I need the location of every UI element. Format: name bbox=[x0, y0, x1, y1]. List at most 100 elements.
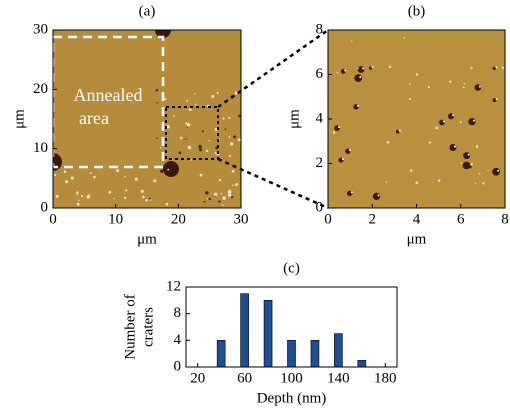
speck bbox=[185, 122, 188, 125]
speck bbox=[357, 104, 360, 107]
x-tick-label: 2 bbox=[369, 211, 377, 227]
speck bbox=[218, 179, 222, 182]
speck bbox=[224, 128, 227, 130]
speck bbox=[221, 204, 224, 206]
speck bbox=[409, 169, 413, 172]
x-tick-label: 20 bbox=[171, 211, 186, 227]
speck bbox=[205, 149, 209, 153]
y-tick-label: 8 bbox=[316, 21, 324, 37]
speck bbox=[495, 98, 498, 101]
speck bbox=[470, 67, 473, 70]
speck bbox=[208, 139, 211, 142]
speck bbox=[235, 183, 239, 186]
speck bbox=[54, 174, 57, 177]
speck bbox=[478, 85, 481, 88]
speck bbox=[113, 197, 115, 200]
speck bbox=[220, 192, 223, 195]
y-tick-label: 2 bbox=[316, 155, 324, 171]
speck bbox=[165, 203, 169, 206]
speck bbox=[160, 169, 164, 173]
speck bbox=[415, 181, 418, 185]
bar bbox=[240, 293, 249, 368]
speck bbox=[428, 141, 431, 144]
speck bbox=[206, 198, 208, 200]
speck bbox=[78, 199, 80, 202]
speck bbox=[463, 82, 466, 85]
image-texture bbox=[332, 37, 504, 201]
speck bbox=[156, 137, 158, 139]
y-tick-label: 0 bbox=[41, 199, 49, 215]
speck bbox=[89, 172, 92, 174]
speck bbox=[453, 145, 456, 148]
afm-image-b bbox=[328, 30, 505, 208]
plot-frame bbox=[185, 286, 398, 368]
speck bbox=[108, 190, 112, 194]
speck bbox=[501, 66, 504, 69]
speck bbox=[332, 131, 336, 134]
speck bbox=[149, 199, 152, 201]
speck bbox=[231, 169, 235, 173]
image-texture bbox=[53, 30, 241, 206]
speck bbox=[350, 191, 353, 194]
y-axis-label: μm bbox=[11, 109, 27, 129]
afm-image-a bbox=[53, 30, 241, 208]
zoom-box bbox=[165, 106, 219, 160]
y-axis-label: μm bbox=[286, 109, 302, 129]
speck bbox=[205, 191, 209, 195]
speck bbox=[141, 195, 145, 199]
speck bbox=[214, 128, 218, 132]
crater bbox=[368, 66, 373, 70]
y-axis-label: Number of bbox=[122, 294, 138, 359]
speck bbox=[116, 169, 120, 173]
speck bbox=[386, 141, 390, 144]
x-tick-label: 180 bbox=[374, 370, 397, 386]
y-tick-label: 0 bbox=[174, 358, 182, 374]
speck bbox=[403, 37, 406, 39]
x-tick-label: 140 bbox=[327, 370, 350, 386]
speck bbox=[227, 193, 232, 197]
speck bbox=[460, 162, 463, 164]
speck bbox=[186, 126, 188, 128]
speck bbox=[437, 179, 441, 182]
speck bbox=[233, 135, 237, 139]
speck bbox=[185, 138, 187, 140]
speck bbox=[125, 189, 128, 192]
x-tick-label: 6 bbox=[457, 211, 465, 227]
speck bbox=[478, 172, 481, 175]
speck bbox=[238, 114, 241, 118]
zoom-connector bbox=[217, 28, 329, 109]
x-tick-label: 8 bbox=[501, 211, 509, 227]
speck bbox=[167, 168, 170, 171]
panel-label: (b) bbox=[408, 3, 426, 19]
speck bbox=[470, 162, 473, 166]
x-tick-label: 4 bbox=[413, 211, 421, 227]
speck bbox=[187, 145, 192, 150]
bar bbox=[216, 340, 226, 368]
speck bbox=[462, 86, 465, 89]
speck bbox=[427, 85, 430, 89]
speck bbox=[222, 117, 225, 120]
plot-frame bbox=[327, 29, 506, 209]
speck bbox=[228, 154, 231, 157]
speck bbox=[351, 40, 353, 42]
crater bbox=[474, 84, 482, 91]
speck bbox=[227, 189, 232, 194]
speck bbox=[362, 67, 365, 70]
speck bbox=[63, 170, 67, 173]
speck bbox=[93, 175, 96, 179]
x-axis-label: μm bbox=[137, 231, 157, 247]
crater bbox=[463, 152, 471, 160]
speck bbox=[398, 129, 401, 132]
annotation: Annealed bbox=[74, 85, 143, 105]
crater bbox=[163, 161, 179, 177]
speck bbox=[495, 66, 498, 69]
speck bbox=[76, 192, 79, 195]
speck bbox=[208, 197, 212, 201]
plot-frame bbox=[52, 29, 242, 209]
panel-label: (a) bbox=[139, 3, 156, 19]
bar bbox=[310, 340, 320, 368]
y-tick-label: 20 bbox=[33, 81, 48, 97]
speck bbox=[173, 115, 175, 118]
speck bbox=[198, 144, 202, 149]
speck bbox=[435, 126, 439, 130]
